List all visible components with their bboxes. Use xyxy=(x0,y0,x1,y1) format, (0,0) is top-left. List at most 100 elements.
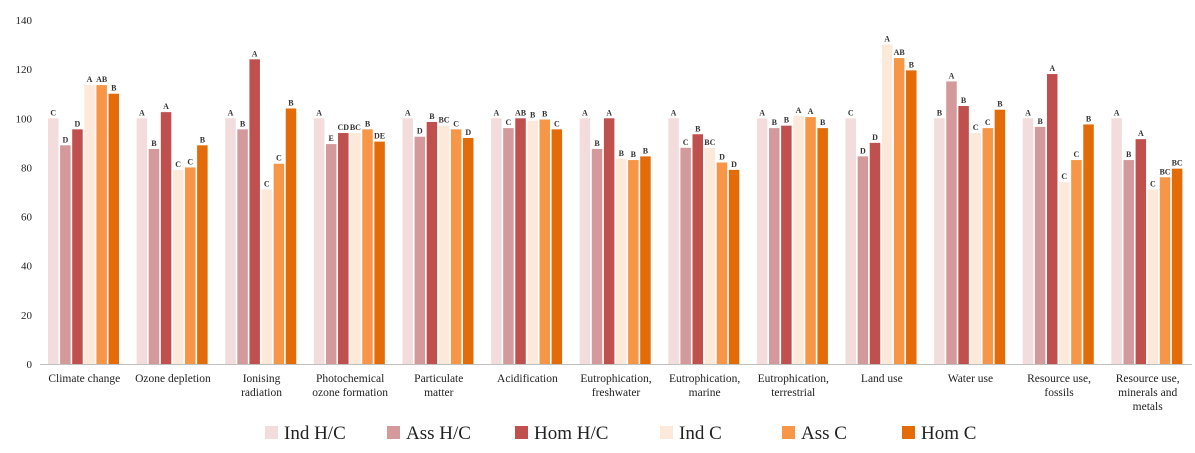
x-tick-label: Acidification xyxy=(497,373,558,385)
bar xyxy=(503,128,514,364)
significance-label: A xyxy=(139,108,145,117)
bar xyxy=(285,108,297,365)
significance-label: C xyxy=(1061,172,1067,181)
significance-label: D xyxy=(75,119,81,128)
significance-label: B xyxy=(542,110,548,119)
significance-label: B xyxy=(937,108,943,117)
bar xyxy=(640,156,651,364)
x-tick-label: Land use xyxy=(861,373,903,385)
significance-label: A xyxy=(759,108,765,117)
significance-label: C xyxy=(506,118,512,127)
significance-label: A xyxy=(316,108,322,117)
x-tick-label: terrestrial xyxy=(771,387,815,399)
bar xyxy=(108,93,119,365)
bar xyxy=(84,85,95,365)
legend-entry: Ass C xyxy=(801,423,847,444)
significance-label: B xyxy=(1126,150,1132,159)
bar xyxy=(704,147,716,364)
bar xyxy=(402,118,413,364)
bar xyxy=(313,118,325,364)
legend-swatch xyxy=(902,426,915,439)
legend-entry: Ass H/C xyxy=(406,423,471,444)
significance-label: E xyxy=(329,134,334,143)
bar xyxy=(325,144,337,364)
bar xyxy=(96,85,107,365)
x-tick-label: radiation xyxy=(241,387,282,399)
significance-label: C xyxy=(554,119,560,128)
bar xyxy=(350,133,361,364)
bar xyxy=(1111,118,1122,364)
significance-label: B xyxy=(784,116,790,125)
bar xyxy=(906,70,917,365)
significance-label: A xyxy=(87,75,93,84)
y-tick-label: 60 xyxy=(21,212,33,224)
significance-label: B xyxy=(1037,117,1043,126)
y-tick-label: 120 xyxy=(16,64,33,76)
y-tick-label: 20 xyxy=(21,310,33,322)
bar xyxy=(692,134,704,364)
significance-label: C xyxy=(848,108,854,117)
bar xyxy=(869,142,881,364)
significance-label: B xyxy=(820,118,826,127)
bar xyxy=(793,115,804,364)
bar xyxy=(893,58,905,365)
significance-label: AB xyxy=(515,108,527,117)
significance-label: DE xyxy=(374,132,385,141)
significance-label: CD xyxy=(338,123,350,132)
x-tick-label: minerals and xyxy=(1118,387,1177,399)
bar xyxy=(946,81,957,365)
bar xyxy=(881,44,893,364)
x-tick-label: Photochemical xyxy=(316,373,384,385)
significance-label: B xyxy=(429,112,435,121)
y-tick-label: 0 xyxy=(27,359,33,371)
bar xyxy=(970,133,981,364)
y-tick-label: 80 xyxy=(21,162,33,174)
significance-label: A xyxy=(1049,64,1055,73)
bar xyxy=(185,167,196,364)
significance-label: BC xyxy=(1172,159,1183,168)
bar xyxy=(628,160,639,364)
x-tick-label: Water use xyxy=(948,373,993,385)
bar xyxy=(1046,74,1058,364)
significance-label: B xyxy=(695,124,701,133)
significance-label: B xyxy=(643,146,649,155)
x-tick-label: Ozone depletion xyxy=(135,373,211,385)
significance-label: C xyxy=(973,123,979,132)
significance-label: AB xyxy=(894,48,906,57)
significance-label: C xyxy=(50,108,56,117)
significance-label: B xyxy=(365,119,371,128)
bar xyxy=(603,118,615,364)
significance-label: C xyxy=(276,154,282,163)
bar xyxy=(1147,189,1159,364)
bar xyxy=(426,121,438,364)
bar xyxy=(769,128,780,364)
significance-label: B xyxy=(151,139,157,148)
bar xyxy=(160,112,172,364)
x-tick-label: freshwater xyxy=(592,387,641,399)
bar xyxy=(934,118,945,364)
legend-swatch xyxy=(387,426,400,439)
significance-label: A xyxy=(671,108,677,117)
bar xyxy=(527,120,538,365)
significance-label: D xyxy=(719,153,725,162)
bar xyxy=(615,158,627,364)
bar xyxy=(491,118,502,364)
significance-label: A xyxy=(252,49,258,58)
significance-label: B xyxy=(772,118,778,127)
significance-label: D xyxy=(872,133,878,142)
bar xyxy=(958,106,969,364)
significance-label: A xyxy=(1114,108,1120,117)
x-tick-label: marine xyxy=(689,387,721,399)
x-tick-label: ozone formation xyxy=(312,387,388,399)
significance-label: C xyxy=(175,160,181,169)
bar xyxy=(338,133,349,364)
significance-label: C xyxy=(985,118,991,127)
significance-label: C xyxy=(1074,150,1080,159)
significance-label: A xyxy=(405,108,411,117)
x-tick-label: Ionising xyxy=(243,373,281,385)
x-tick-label: metals xyxy=(1133,401,1164,413)
legend-swatch xyxy=(265,426,278,439)
significance-label: A xyxy=(228,108,234,117)
significance-label: BC xyxy=(1159,167,1170,176)
significance-label: C xyxy=(1150,180,1156,189)
